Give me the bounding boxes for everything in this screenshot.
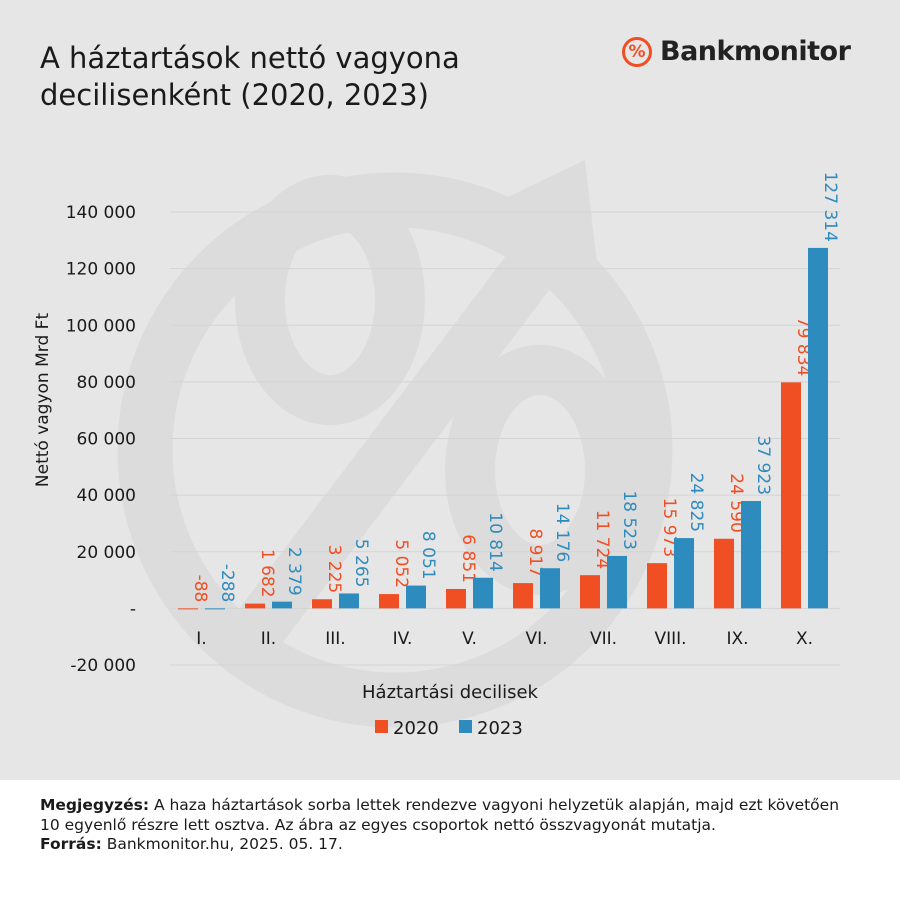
legend-label-2020: 2020 [393,718,439,739]
bar-2023 [674,538,694,609]
legend-swatch-2020 [375,720,388,733]
data-label-2020: -88 [190,575,210,603]
chart-footer: Megjegyzés: A haza háztartások sorba let… [40,796,860,855]
data-label-2020: 3 225 [324,545,344,594]
bar-2023 [808,247,828,609]
footer-note: Megjegyzés: A haza háztartások sorba let… [40,796,860,835]
bar-2023 [205,608,225,610]
data-label-2020: 1 682 [257,549,277,598]
data-label-2023: 10 814 [485,512,505,571]
data-label-2023: 37 923 [753,436,773,495]
y-tick-label: 40 000 [77,486,136,506]
data-label-2023: 18 523 [619,490,639,549]
x-tick-label: VII. [590,629,617,649]
x-tick-label: V. [462,629,477,649]
legend-label-2023: 2023 [477,718,523,739]
data-label-2023: 5 265 [351,539,371,588]
bar-2020 [379,594,399,609]
x-tick-label: IV. [393,629,413,649]
bar-2023 [272,601,292,609]
y-tick-label: 80 000 [77,373,136,393]
source-text: Bankmonitor.hu, 2025. 05. 17. [106,835,343,853]
bar-2023 [339,593,359,609]
footer-source: Forrás: Bankmonitor.hu, 2025. 05. 17. [40,835,860,855]
bar-2020 [178,608,198,610]
y-tick-label: 100 000 [66,316,136,336]
x-tick-label: IX. [726,629,748,649]
source-label: Forrás: [40,835,102,853]
bar-2020 [781,382,801,609]
data-label-2023: -288 [217,564,237,603]
y-tick-label: 120 000 [66,260,136,280]
data-label-2020: 5 052 [391,539,411,588]
x-axis-title: Háztartási decilisek [362,682,539,703]
percent-logo-icon: % [622,36,652,67]
data-label-2020: 8 917 [525,528,545,577]
bar-2023 [607,555,627,609]
data-label-2023: 127 314 [820,172,840,242]
y-tick-label: 140 000 [66,203,136,223]
bar-2020 [245,603,265,609]
data-label-2023: 2 379 [284,547,304,596]
x-tick-label: X. [796,629,813,649]
title-line-1: A háztartások nettó vagyona [40,41,460,75]
y-tick-label: -20 000 [70,656,136,676]
x-tick-label: VI. [525,629,547,649]
brand-logo: % Bankmonitor [622,36,851,67]
bar-2020 [714,538,734,609]
bar-2020 [446,588,466,609]
data-label-2023: 8 051 [418,531,438,580]
data-label-2023: 24 825 [686,473,706,532]
bar-2023 [540,568,560,609]
x-tick-label: VIII. [654,629,686,649]
y-tick-label: 20 000 [77,543,136,563]
data-label-2020: 6 851 [458,534,478,583]
legend-swatch-2023 [459,720,472,733]
x-tick-label: III. [325,629,345,649]
bar-2023 [473,577,493,609]
title-line-2: decilisenként (2020, 2023) [40,78,429,112]
bar-2023 [406,585,426,609]
y-axis-title: Nettó vagyon Mrd Ft [33,313,53,488]
data-label-2020: 11 724 [592,510,612,569]
x-tick-label: II. [261,629,276,649]
bar-2020 [513,583,533,609]
y-tick-label: - [130,599,136,619]
note-label: Megjegyzés: [40,796,150,814]
note-text: A haza háztartások sorba lettek rendezve… [40,796,840,834]
data-label-2023: 14 176 [552,503,572,562]
bar-2020 [312,599,332,609]
chart-canvas: A háztartások nettó vagyona decilisenkén… [0,0,900,780]
bar-2020 [647,563,667,609]
x-tick-label: I. [196,629,206,649]
bar-2023 [741,501,761,609]
brand-name: Bankmonitor [660,36,851,67]
bar-2020 [580,575,600,609]
percent-watermark-icon [0,0,900,780]
y-tick-label: 60 000 [77,430,136,450]
chart-title: A háztartások nettó vagyona decilisenkén… [40,40,600,114]
bar-chart: 140 000 120 000 100 000 80 000 60 000 40 000 2… [33,172,840,739]
